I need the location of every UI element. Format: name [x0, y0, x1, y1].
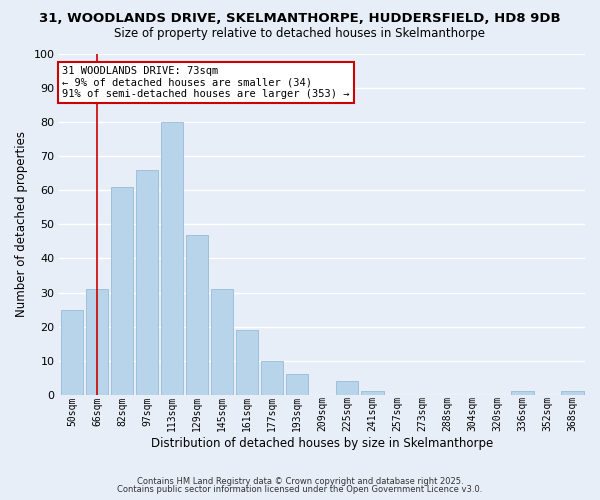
Bar [86, 289, 108, 395]
Bar [336, 381, 358, 395]
Bar [136, 170, 158, 395]
Text: 31, WOODLANDS DRIVE, SKELMANTHORPE, HUDDERSFIELD, HD8 9DB: 31, WOODLANDS DRIVE, SKELMANTHORPE, HUDD… [39, 12, 561, 26]
Text: 31 WOODLANDS DRIVE: 73sqm
← 9% of detached houses are smaller (34)
91% of semi-d: 31 WOODLANDS DRIVE: 73sqm ← 9% of detach… [62, 66, 350, 99]
Bar [561, 392, 584, 395]
Bar [236, 330, 259, 395]
Text: Contains HM Land Registry data © Crown copyright and database right 2025.: Contains HM Land Registry data © Crown c… [137, 477, 463, 486]
X-axis label: Distribution of detached houses by size in Skelmanthorpe: Distribution of detached houses by size … [151, 437, 493, 450]
Bar [361, 392, 383, 395]
Bar [61, 310, 83, 395]
Bar [261, 360, 283, 395]
Bar [111, 187, 133, 395]
Bar [286, 374, 308, 395]
Bar [186, 234, 208, 395]
Bar [211, 289, 233, 395]
Text: Contains public sector information licensed under the Open Government Licence v3: Contains public sector information licen… [118, 485, 482, 494]
Bar [161, 122, 184, 395]
Text: Size of property relative to detached houses in Skelmanthorpe: Size of property relative to detached ho… [115, 28, 485, 40]
Bar [511, 392, 533, 395]
Y-axis label: Number of detached properties: Number of detached properties [15, 132, 28, 318]
